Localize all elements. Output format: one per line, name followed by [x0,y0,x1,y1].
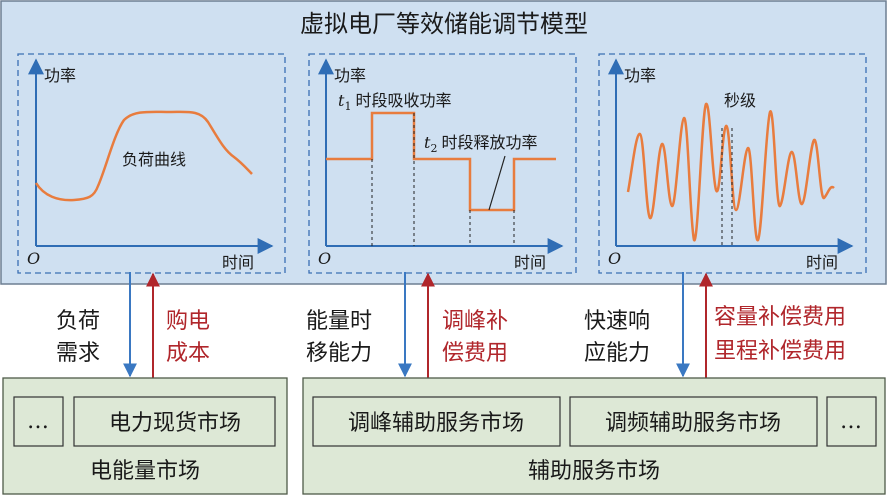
origin-label: O [318,249,331,268]
panel-fast: 功率 时间 O 秒级 [598,53,867,274]
fast-label: 秒级 [724,91,756,110]
energy-market-name: 电能量市场 [90,459,200,484]
top-container [0,0,887,285]
peak-shaving-market-label: 调峰辅助服务市场 [348,411,524,436]
x-axis-label: 时间 [514,253,546,272]
capacity-compensation-label: 容量补偿费用 [714,305,846,330]
x-axis-label: 时间 [806,253,838,272]
fast-capability-label-2: 应能力 [584,341,650,366]
diagram-title: 虚拟电厂等效储能调节模型 [300,10,588,38]
load-curve-label: 负荷曲线 [122,150,186,169]
frequency-market-label: 调频辅助服务市场 [605,411,781,436]
purchase-cost-label-1: 购电 [166,309,210,334]
y-axis-label: 功率 [44,66,76,85]
ancillary-market-name: 辅助服务市场 [528,459,660,484]
t2-label: t2 时段释放功率 [424,133,537,155]
t2-leader-line [488,155,506,211]
fast-oscillation-curve [626,102,835,242]
frequency-market-box [569,396,818,447]
y-axis-label: 功率 [624,66,656,85]
energy-market: … 电力现货市场 电能量市场 [2,377,288,495]
mileage-compensation-label: 里程补偿费用 [714,339,846,364]
ancillary-market-ellipsis-box [826,396,877,447]
panel-shift: 功率 时间 O t1 时段吸收功率 t2 时段释放功率 [308,53,577,274]
y-axis-label: 功率 [334,66,366,85]
ancillary-market-ellipsis: … [840,409,862,434]
energy-market-ellipsis-box [13,396,64,447]
peak-compensation-label-2: 偿费用 [442,341,508,366]
origin-label: O [608,249,621,268]
shift-capability-label-2: 移能力 [306,341,372,366]
panel-fast-frame [598,53,867,274]
load-demand-label-1: 负荷 [56,309,100,334]
t1-label: t1 时段吸收功率 [338,91,451,113]
purchase-cost-label-2: 成本 [166,341,210,366]
load-curve [34,110,253,202]
x-axis-label: 时间 [222,253,254,272]
origin-label: O [27,249,40,268]
panel-load-frame [17,53,286,274]
panel-shift-frame [308,53,577,274]
energy-market-ellipsis: … [27,409,49,434]
shift-curve [326,111,556,212]
panel-load: 功率 时间 O 负荷曲线 [17,53,286,274]
spot-market-label: 电力现货市场 [109,411,241,436]
ancillary-market: 调峰辅助服务市场 调频辅助服务市场 … 辅助服务市场 [302,377,886,495]
peak-compensation-label-1: 调峰补 [442,309,508,334]
load-demand-label-2: 需求 [56,341,100,366]
spot-market-box [73,396,276,447]
shift-capability-label-1: 能量时 [306,309,372,334]
peak-shaving-market-box [312,396,561,447]
fast-capability-label-1: 快速响 [584,309,650,334]
